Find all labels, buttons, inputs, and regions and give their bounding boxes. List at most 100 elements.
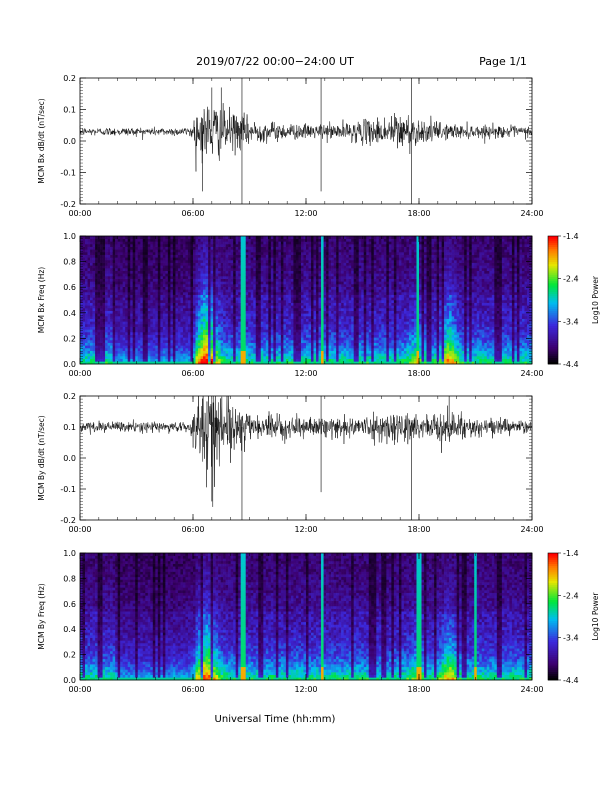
heatmap-cell — [275, 257, 279, 261]
heatmap-cell — [230, 260, 234, 263]
heatmap-cell — [306, 273, 309, 277]
heatmap-cell — [110, 257, 113, 261]
heatmap-cell — [273, 260, 277, 263]
heatmap-cell — [137, 318, 141, 322]
heatmap-cell — [172, 268, 176, 271]
heatmap-cell — [213, 308, 216, 311]
heatmap-cell — [110, 244, 113, 247]
heatmap-cell — [193, 332, 196, 335]
heatmap-cell — [105, 265, 108, 269]
heatmap-cell — [92, 358, 96, 362]
heatmap-cell — [328, 276, 332, 279]
heatmap-cell — [122, 262, 126, 266]
heatmap-cell — [240, 265, 244, 269]
heatmap-cell — [187, 316, 191, 319]
heatmap-cell — [295, 284, 299, 287]
heatmap-cell — [203, 326, 206, 330]
heatmap-cell — [208, 348, 211, 351]
heatmap-cell — [203, 324, 206, 327]
heatmap-cell — [208, 270, 211, 274]
heatmap-cell — [190, 278, 194, 282]
heatmap-cell — [298, 334, 302, 338]
heatmap-cell — [323, 350, 327, 354]
heatmap-cell — [145, 281, 149, 285]
heatmap-cell — [306, 329, 309, 333]
heatmap-cell — [132, 276, 136, 279]
heatmap-cell — [250, 260, 254, 263]
heatmap-cell — [190, 353, 194, 357]
heatmap-cell — [243, 342, 247, 346]
heatmap-cell — [135, 329, 139, 333]
heatmap-cell — [213, 246, 216, 250]
heatmap-cell — [248, 284, 252, 287]
heatmap-cell — [268, 286, 272, 290]
heatmap-cell — [137, 236, 141, 239]
heatmap-cell — [208, 350, 211, 354]
heatmap-cell — [230, 249, 234, 253]
heatmap-cell — [323, 257, 327, 261]
heatmap-cell — [132, 238, 136, 242]
heatmap-cell — [132, 308, 136, 311]
heatmap-cell — [223, 297, 226, 301]
heatmap-cell — [311, 340, 314, 343]
heatmap-cell — [238, 308, 242, 311]
heatmap-cell — [85, 316, 88, 319]
heatmap-cell — [92, 276, 96, 279]
heatmap-cell — [270, 334, 274, 338]
heatmap-cell — [238, 324, 242, 327]
heatmap-cell — [125, 353, 129, 357]
heatmap-cell — [303, 297, 307, 301]
heatmap-cell — [82, 358, 86, 362]
heatmap-cell — [137, 241, 141, 245]
heatmap-cell — [218, 318, 221, 322]
heatmap-cell — [117, 284, 121, 287]
heatmap-cell — [117, 337, 121, 341]
heatmap-cell — [120, 356, 123, 359]
heatmap-cell — [316, 313, 319, 317]
heatmap-cell — [185, 316, 189, 319]
heatmap-cell — [85, 300, 88, 303]
heatmap-cell — [167, 276, 171, 279]
heatmap-cell — [250, 297, 254, 301]
heatmap-cell — [283, 289, 287, 293]
heatmap-cell — [225, 252, 229, 255]
heatmap-cell — [175, 265, 179, 269]
heatmap-cell — [278, 260, 282, 263]
heatmap-cell — [288, 300, 292, 303]
heatmap-cell — [97, 350, 101, 354]
heatmap-cell — [263, 342, 267, 346]
heatmap-cell — [316, 254, 319, 258]
heatmap-cell — [117, 318, 121, 322]
heatmap-cell — [316, 302, 319, 306]
heatmap-cell — [313, 284, 317, 287]
heatmap-cell — [125, 268, 129, 271]
heatmap-cell — [215, 326, 219, 330]
heatmap-cell — [170, 345, 174, 349]
heatmap-cell — [107, 313, 111, 317]
heatmap-cell — [185, 310, 189, 314]
heatmap-cell — [110, 238, 113, 242]
heatmap-cell — [293, 316, 297, 319]
x-tick-label: 06:00 — [181, 209, 204, 218]
heatmap-cell — [80, 310, 83, 314]
heatmap-cell — [303, 268, 307, 271]
heatmap-cell — [290, 358, 294, 362]
heatmap-cell — [87, 260, 91, 263]
heatmap-cell — [326, 332, 329, 335]
heatmap-cell — [300, 350, 304, 354]
heatmap-cell — [223, 353, 226, 357]
heatmap-cell — [245, 294, 249, 298]
heatmap-cell — [293, 236, 297, 239]
heatmap-cell — [140, 246, 144, 250]
heatmap-cell — [80, 241, 83, 245]
heatmap-cell — [177, 350, 181, 354]
heatmap-cell — [195, 316, 199, 319]
heatmap-cell — [175, 254, 179, 258]
heatmap-cell — [311, 326, 314, 330]
heatmap-cell — [198, 252, 201, 255]
heatmap-cell — [105, 276, 108, 279]
heatmap-cell — [187, 244, 191, 247]
heatmap-cell — [122, 236, 126, 239]
heatmap-cell — [167, 332, 171, 335]
heatmap-cell — [155, 257, 159, 261]
